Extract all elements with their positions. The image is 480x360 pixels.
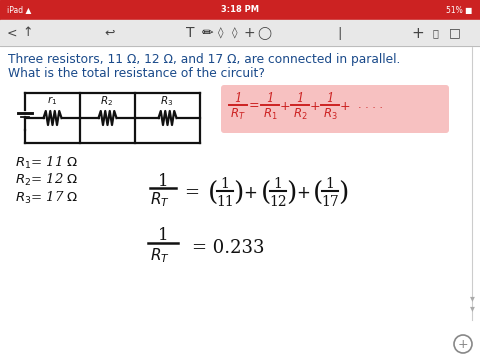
Text: 1: 1	[234, 91, 242, 104]
Text: +: +	[340, 99, 350, 112]
Text: ↩: ↩	[105, 27, 115, 40]
Text: (: (	[313, 180, 323, 206]
Text: 1: 1	[158, 228, 168, 244]
Text: ↑: ↑	[23, 27, 33, 40]
Text: iPad ▲: iPad ▲	[7, 5, 31, 14]
Text: +: +	[280, 99, 290, 112]
Text: 51% ■: 51% ■	[445, 5, 472, 14]
Text: ▾: ▾	[469, 303, 474, 313]
Text: 1: 1	[296, 91, 304, 104]
Text: ): )	[233, 180, 243, 206]
Text: 1: 1	[221, 177, 229, 191]
Text: +: +	[310, 99, 320, 112]
Text: ❘: ❘	[335, 27, 345, 40]
Text: $r_1$: $r_1$	[47, 95, 57, 107]
Text: $R_3$= 17 $\Omega$: $R_3$= 17 $\Omega$	[15, 190, 78, 206]
Text: 12: 12	[269, 195, 287, 209]
Text: +: +	[243, 26, 255, 40]
Text: +: +	[243, 184, 257, 202]
Text: (: (	[261, 180, 271, 206]
Text: $R_2$= 12 $\Omega$: $R_2$= 12 $\Omega$	[15, 172, 78, 188]
Text: $R_T$: $R_T$	[230, 107, 246, 122]
Text: 1: 1	[326, 91, 334, 104]
Text: ◊: ◊	[232, 27, 238, 39]
Text: ✏: ✏	[201, 26, 213, 40]
Text: $R_1$= 11 $\Omega$: $R_1$= 11 $\Omega$	[15, 155, 78, 171]
Text: +: +	[296, 184, 310, 202]
Text: What is the total resistance of the circuit?: What is the total resistance of the circ…	[8, 67, 265, 80]
Text: T: T	[186, 26, 194, 40]
Text: Three resistors, 11 Ω, 12 Ω, and 17 Ω, are connected in parallel.: Three resistors, 11 Ω, 12 Ω, and 17 Ω, a…	[8, 53, 400, 66]
Text: ): )	[286, 180, 296, 206]
Text: $R_T$: $R_T$	[150, 191, 170, 210]
Text: 11: 11	[216, 195, 234, 209]
Text: 3:18 PM: 3:18 PM	[221, 5, 259, 14]
Text: 1: 1	[274, 177, 282, 191]
FancyBboxPatch shape	[221, 85, 449, 133]
Bar	[0, 0, 480, 20]
Text: 1: 1	[158, 172, 168, 189]
Text: $R_3$: $R_3$	[160, 94, 174, 108]
Text: =: =	[249, 99, 259, 112]
Text: = 0.233: = 0.233	[192, 239, 264, 257]
Text: +: +	[458, 338, 468, 351]
Text: 17: 17	[321, 195, 339, 209]
Text: □: □	[449, 27, 461, 40]
Text: ⭐: ⭐	[432, 28, 438, 38]
Text: +: +	[412, 26, 424, 40]
Text: $R_2$: $R_2$	[100, 94, 114, 108]
Text: ): )	[338, 180, 348, 206]
Text: <: <	[7, 27, 17, 40]
Text: 1: 1	[325, 177, 335, 191]
Text: ◯: ◯	[257, 27, 271, 40]
Text: 1: 1	[266, 91, 274, 104]
Text: (: (	[208, 180, 218, 206]
Text: ◊: ◊	[218, 27, 224, 39]
Text: =: =	[184, 184, 200, 202]
Text: $R_3$: $R_3$	[323, 107, 337, 122]
Text: $R_2$: $R_2$	[293, 107, 307, 122]
Bar	[0, 20, 480, 46]
Text: $R_T$: $R_T$	[150, 247, 170, 265]
Text: $R_1$: $R_1$	[263, 107, 277, 122]
Text: . . . .: . . . .	[358, 100, 383, 110]
Text: ▾: ▾	[469, 293, 474, 303]
